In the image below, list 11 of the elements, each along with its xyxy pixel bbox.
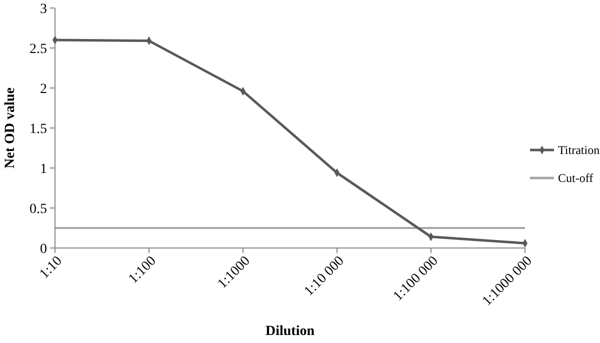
y-tick-label: 2.5 [30,42,47,57]
y-axis-title: Net OD value [3,88,18,168]
y-tick-label: 0.5 [30,202,47,217]
legend-label: Titration [558,143,600,158]
y-tick-label: 1.5 [30,122,47,137]
y-tick-label: 1 [40,162,47,177]
y-tick-label: 3 [40,2,47,17]
x-axis-title: Dilution [265,324,315,339]
legend-label: Cut-off [558,171,594,186]
y-tick-label: 2 [40,82,47,97]
x-tick-label: 1:10 000 [302,254,348,300]
